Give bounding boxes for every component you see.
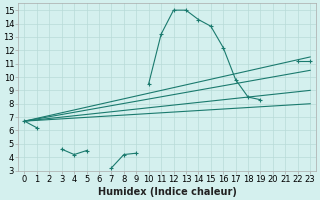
X-axis label: Humidex (Indice chaleur): Humidex (Indice chaleur) — [98, 187, 237, 197]
